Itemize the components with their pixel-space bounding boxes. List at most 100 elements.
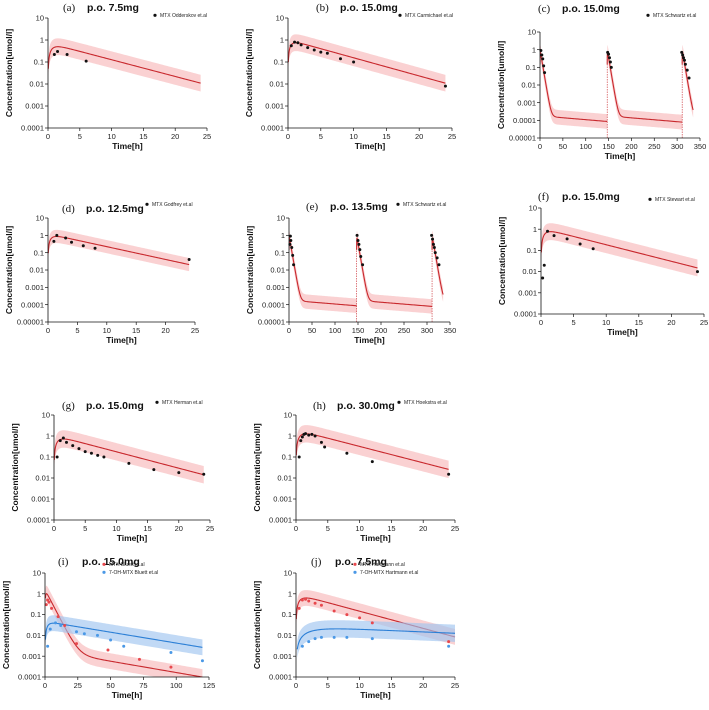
obs-point-h-black [304, 432, 308, 436]
legend-label-g: MTX Herman et.al [162, 400, 203, 406]
band-i-blue-0 [45, 615, 203, 656]
y-tick-label-g: 1 [46, 432, 50, 441]
y-tick-label-i: 0.01 [26, 631, 41, 640]
x-tick-label-g: 10 [112, 524, 120, 533]
panel-title-d: p.o. 12.5mg [86, 203, 144, 215]
panel-title-b: p.o. 15.0mg [340, 2, 398, 14]
legend-marker-e [396, 202, 400, 206]
obs-point-i-blue [200, 659, 204, 663]
y-tick-label-a: 0.1 [34, 58, 44, 67]
x-tick-label-j: 15 [387, 681, 395, 690]
obs-point-g-black [61, 436, 65, 440]
x-tick-label-c: 150 [602, 142, 615, 151]
obs-point-i-blue [95, 633, 99, 637]
obs-point-g-black [71, 444, 75, 448]
sim-line-j-blue-0 [296, 628, 456, 650]
y-tick-label-c: 0.00001 [509, 134, 536, 143]
obs-point-j-blue [300, 644, 304, 648]
y-tick-label-j: 0.001 [273, 652, 292, 661]
obs-point-f-black [542, 263, 546, 267]
legend-label-a: MTX Odderskov et.al [160, 13, 207, 19]
panel-title-j: p.o. 7.5mg [335, 556, 387, 568]
y-tick-label-e: 0.0001 [262, 300, 285, 309]
y-tick-label-f: 0.01 [522, 267, 537, 276]
panel-title-e: p.o. 13.5mg [330, 201, 388, 213]
y-tick-label-e: 0.01 [270, 266, 285, 275]
legend-label-b: MTX Carmichael et.al [405, 13, 453, 19]
obs-point-j-blue [313, 637, 317, 641]
legend-label-h: MTX Hoekstra et.al [404, 400, 447, 406]
obs-point-e-black [430, 233, 434, 237]
y-axis-label-a: Concentration[umol/l] [4, 29, 14, 117]
obs-point-h-black [323, 445, 327, 449]
y-axis-label-c: Concentration[umol/l] [496, 41, 506, 129]
y-tick-label-i: 0.0001 [18, 673, 41, 682]
panel-title-c: p.o. 15.0mg [562, 3, 620, 15]
y-tick-label-h: 0.001 [273, 495, 292, 504]
x-tick-label-b: 0 [286, 132, 290, 141]
y-tick-label-d: 1 [40, 231, 44, 240]
panel-label-d: (d) [62, 203, 75, 215]
x-tick-label-b: 5 [319, 132, 323, 141]
legend-marker-a [153, 13, 157, 17]
x-tick-label-i: 50 [106, 681, 114, 690]
obs-point-f-black [591, 247, 595, 251]
obs-point-i-red [47, 600, 51, 604]
sim-line-i-red-0 [45, 593, 203, 677]
x-tick-label-c: 350 [694, 142, 707, 151]
obs-point-h-black [310, 432, 314, 436]
legend-marker-g [155, 400, 159, 404]
x-tick-label-a: 25 [203, 132, 211, 141]
x-tick-label-d: 5 [75, 326, 79, 335]
obs-point-i-blue [169, 651, 173, 655]
y-tick-label-f: 0.0001 [514, 310, 537, 319]
legend-marker-d [145, 202, 149, 206]
x-axis-label-g: Time[h] [117, 533, 148, 543]
obs-point-g-black [83, 450, 87, 454]
y-axis-label-e: Concentration[umol/l] [245, 226, 255, 314]
legend-label-e: MTX Schwartz et.al [403, 202, 446, 208]
band-c-red-0 [540, 45, 608, 129]
x-tick-label-c: 0 [538, 142, 542, 151]
x-tick-label-b: 10 [349, 132, 357, 141]
x-tick-label-h: 10 [355, 524, 363, 533]
obs-point-i-red [169, 665, 173, 669]
obs-point-d-black [64, 236, 68, 240]
obs-point-i-blue [122, 644, 126, 648]
x-tick-label-e: 200 [375, 326, 388, 335]
obs-point-j-blue [319, 635, 323, 639]
obs-point-c-black [682, 58, 686, 62]
obs-point-j-red [447, 640, 451, 644]
band-f-red-0 [541, 223, 698, 277]
x-tick-label-h: 25 [451, 524, 459, 533]
x-tick-label-j: 0 [294, 681, 298, 690]
obs-point-c-black [681, 53, 685, 57]
band-a-red-0 [48, 38, 201, 92]
x-tick-label-i: 75 [139, 681, 147, 690]
x-axis-label-h: Time[h] [360, 533, 391, 543]
y-tick-label-b: 0.0001 [261, 124, 284, 133]
x-axis-label-i: Time[h] [112, 690, 143, 700]
x-tick-label-d: 25 [191, 326, 199, 335]
obs-point-c-black [541, 57, 545, 61]
y-tick-label-b: 0.001 [265, 102, 284, 111]
band-c-red-1 [607, 45, 683, 130]
x-tick-label-b: 20 [415, 132, 423, 141]
obs-point-e-black [431, 242, 435, 246]
obs-point-g-black [55, 455, 59, 459]
legend-marker-h [397, 400, 401, 404]
y-tick-label-a: 0.001 [25, 102, 44, 111]
x-tick-label-e: 150 [352, 326, 365, 335]
y-tick-label-h: 10 [284, 411, 292, 420]
obs-point-b-black [293, 40, 297, 44]
y-tick-label-f: 0.1 [527, 246, 537, 255]
y-tick-label-d: 10 [36, 214, 44, 223]
obs-point-i-red [74, 642, 78, 646]
x-tick-label-j: 20 [419, 681, 427, 690]
y-tick-label-c: 10 [528, 28, 536, 37]
y-tick-label-d: 0.001 [25, 283, 44, 292]
